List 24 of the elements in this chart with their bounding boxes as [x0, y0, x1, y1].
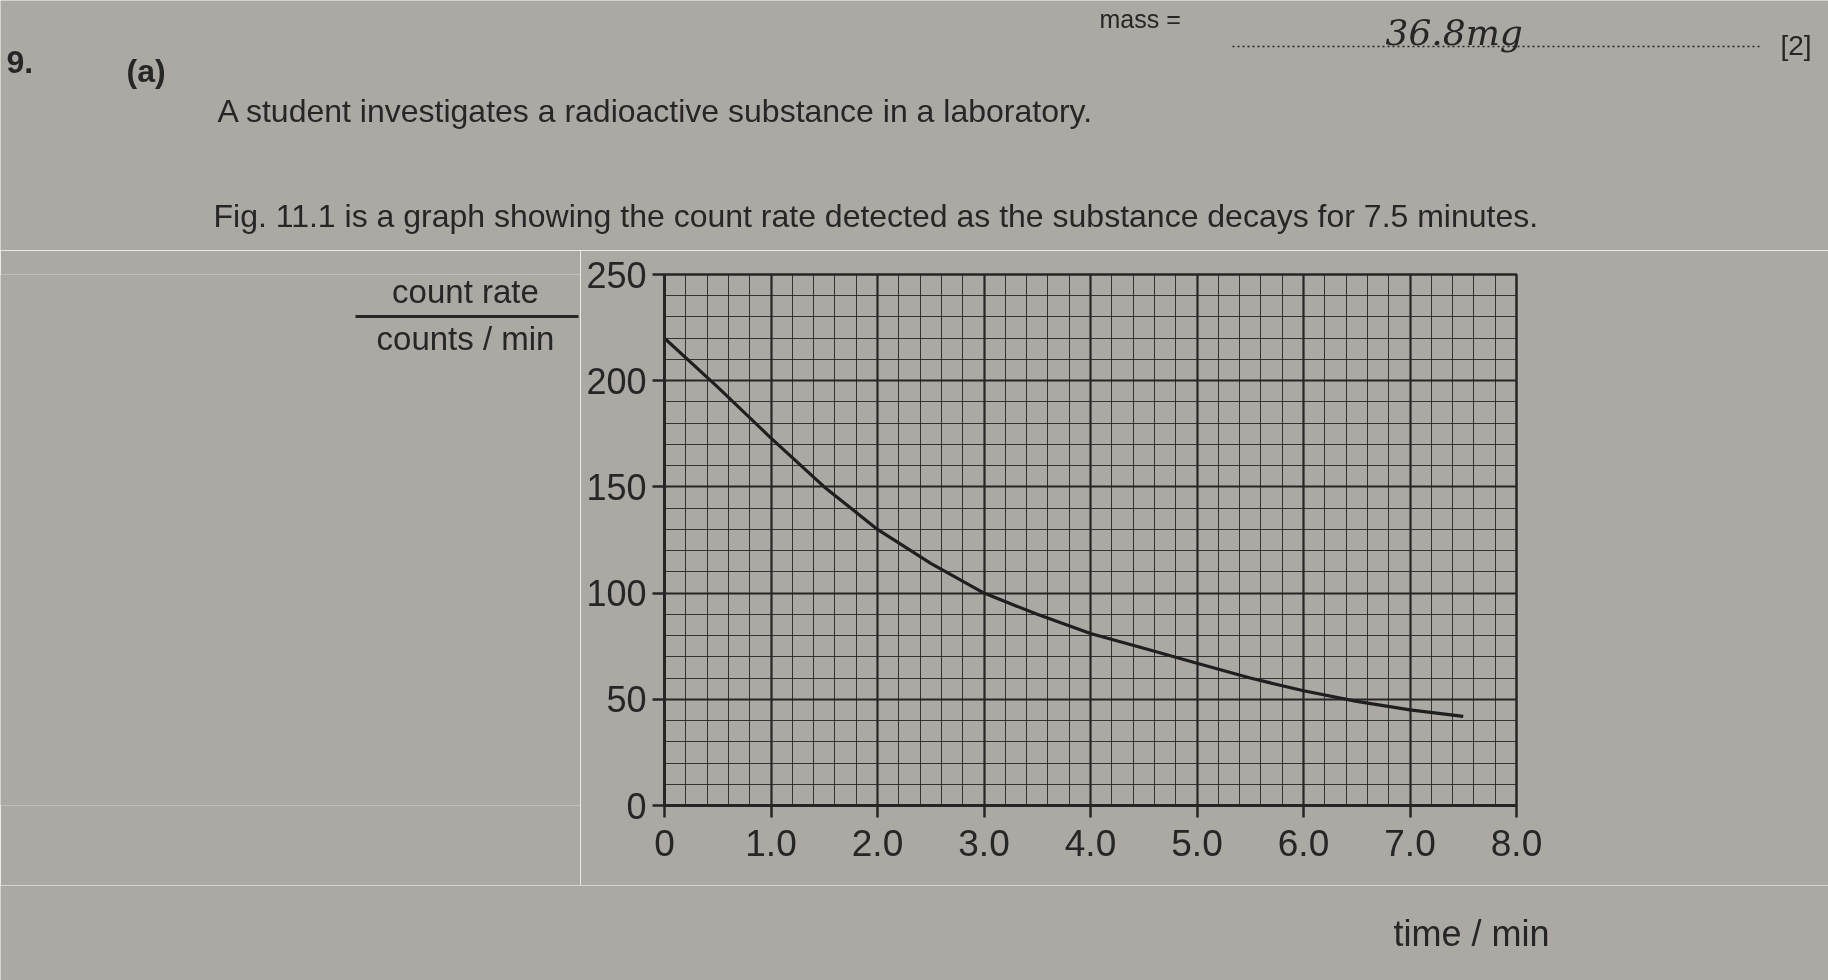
text: (a) — [126, 52, 166, 89]
y-tick-label: 150 — [586, 466, 647, 508]
y-axis-title: count rate counts / min — [376, 273, 555, 357]
text: mass = — [1099, 4, 1181, 33]
y-tick-label: 0 — [626, 785, 647, 827]
x-tick-label: 2.0 — [851, 822, 904, 864]
x-tick-label: 7.0 — [1384, 822, 1436, 864]
text: 36.8mg — [1385, 12, 1523, 53]
x-tick-label: 5.0 — [1171, 822, 1223, 864]
x-tick-label: 6.0 — [1277, 822, 1330, 864]
x-tick-label: 0 — [654, 822, 675, 864]
x-tick-label: 8.0 — [1490, 822, 1543, 864]
x-tick-label: 3.0 — [958, 822, 1010, 864]
chart-title: A student investigates a radioactive substance in a laboratory. — [217, 92, 1093, 129]
y-tick-label: 250 — [586, 254, 647, 296]
text: 9. — [6, 43, 34, 80]
x-tick-label: 1.0 — [745, 822, 797, 864]
y-tick-label: 200 — [586, 360, 647, 402]
y-tick-label: 100 — [586, 573, 647, 615]
text: [2] — [1780, 30, 1812, 61]
x-axis-title: time / min — [1393, 913, 1550, 954]
x-tick-label: 4.0 — [1064, 822, 1117, 864]
chart-subtitle: Fig. 11.1 is a graph showing the count rate detected as the substance decays for 7.5 minutes. — [213, 197, 1539, 234]
y-tick-label: 50 — [606, 679, 647, 721]
